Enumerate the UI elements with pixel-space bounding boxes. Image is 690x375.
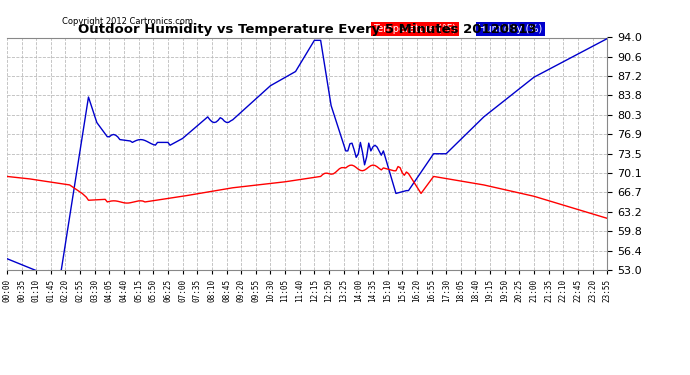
Text: Temperature (°F): Temperature (°F): [373, 24, 456, 34]
Title: Outdoor Humidity vs Temperature Every 5 Minutes 20120813: Outdoor Humidity vs Temperature Every 5 …: [78, 23, 536, 36]
Text: Humidity (%): Humidity (%): [478, 24, 542, 34]
Text: Copyright 2012 Cartronics.com: Copyright 2012 Cartronics.com: [62, 17, 193, 26]
